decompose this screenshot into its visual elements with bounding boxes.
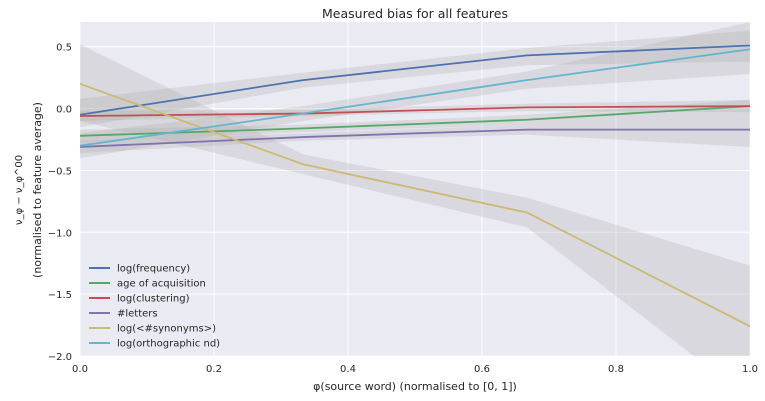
confidence-band: [80, 99, 750, 142]
x-tick-labels: 0.0 0.2 0.4 0.6 0.8 1.0: [72, 364, 758, 375]
y-tick-label: 0.0: [56, 105, 72, 116]
legend-label: log(clustering): [117, 294, 190, 305]
series-line: [80, 105, 750, 137]
series-line: [80, 44, 750, 116]
x-tick-label: 1.0: [742, 364, 758, 375]
x-tick-label: 0.4: [340, 364, 356, 375]
y-axis-label-line1: ν_φ − ν_φ^00: [14, 155, 25, 225]
confidence-band: [80, 22, 750, 159]
series-line: [80, 128, 750, 148]
series-lines: [80, 44, 750, 328]
y-tick-label: −1.5: [48, 290, 72, 301]
y-tick-label: −0.5: [48, 166, 72, 177]
x-tick-label: 0.8: [608, 364, 624, 375]
legend-label: log(orthographic nd): [117, 339, 220, 350]
x-axis-label: φ(source word) (normalised to [0, 1]): [313, 380, 517, 393]
series-line: [80, 105, 750, 117]
series-line: [80, 48, 750, 147]
y-tick-label: 0.5: [56, 43, 72, 54]
y-tick-label: −1.0: [48, 228, 72, 239]
x-tick-label: 0.2: [206, 364, 222, 375]
x-tick-label: 0.0: [72, 364, 88, 375]
x-tick-label: 0.6: [474, 364, 490, 375]
legend-label: #letters: [117, 309, 158, 320]
series-line: [80, 83, 750, 328]
y-tick-label: −2.0: [48, 352, 72, 363]
legend-label: age of acquisition: [117, 279, 206, 290]
confidence-band: [80, 44, 750, 356]
confidence-band: [80, 30, 750, 128]
chart-title: Measured bias for all features: [322, 6, 508, 21]
y-tick-labels: 0.5 0.0 −0.5 −1.0 −1.5 −2.0: [48, 43, 72, 363]
legend: log(frequency) age of acquisition log(clus…: [89, 264, 220, 350]
legend-label: log(frequency): [117, 264, 190, 275]
grid-lines: [79, 22, 751, 357]
legend-label: log(<#synonyms>): [117, 324, 216, 335]
y-axis-label-line2: (normalised to feature average): [31, 102, 44, 278]
